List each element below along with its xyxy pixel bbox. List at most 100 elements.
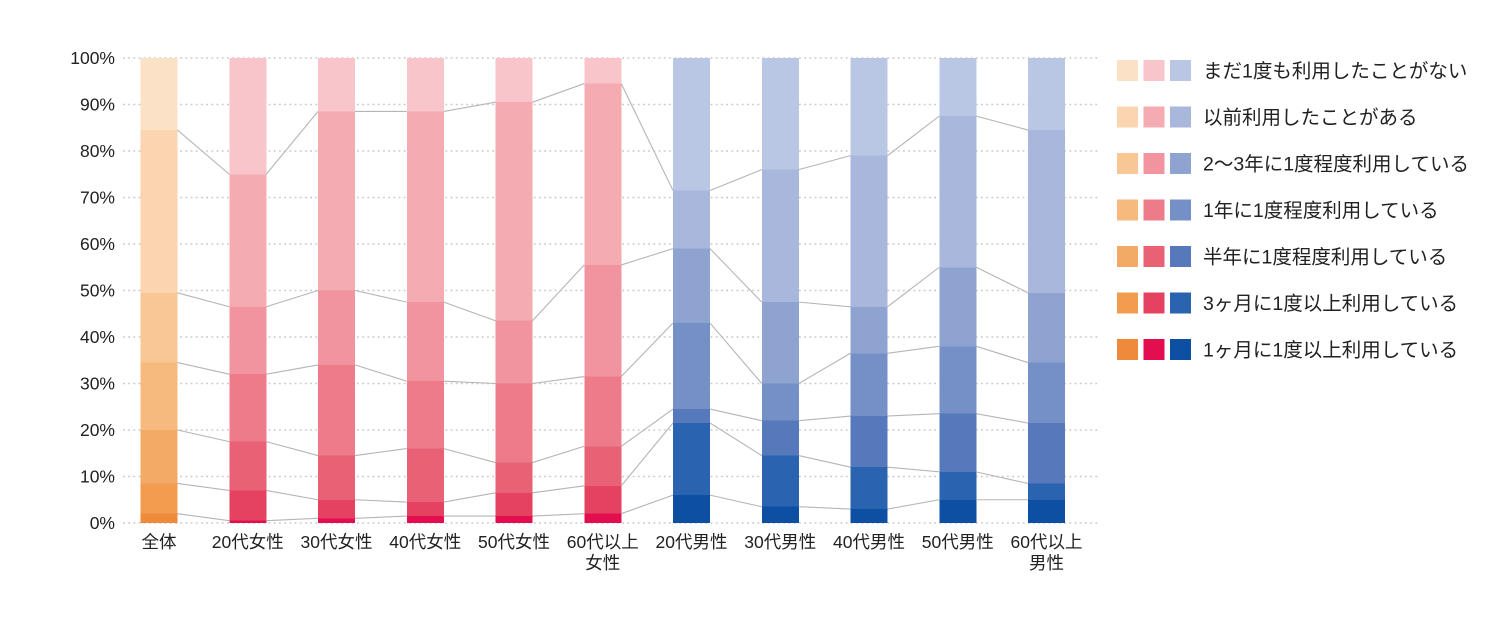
- bar-segment-40代男性-s0: [850, 58, 888, 156]
- bar-segment-20代男性-s2: [673, 248, 710, 324]
- connector-line: [621, 248, 674, 266]
- bar-segment-50代男性-s2: [939, 267, 977, 347]
- bar-segment-50代女性-s3: [495, 383, 533, 463]
- connector-line: [443, 448, 496, 464]
- bar-segment-50代男性-s5: [939, 471, 977, 500]
- bar-segment-60代以上男性-s0: [1028, 58, 1065, 131]
- legend-label: 半年に1度程度利用している: [1203, 247, 1447, 269]
- bar-segment-60代以上女性-s2: [584, 264, 622, 377]
- y-axis-tick-40%: 40%: [80, 327, 115, 347]
- connector-line: [887, 345, 940, 354]
- bar-segment-30代男性-s0: [761, 58, 799, 170]
- bar-segment-40代女性-s6: [406, 516, 444, 523]
- connector-line: [709, 169, 762, 192]
- bar-segment-30代女性-s2: [318, 290, 355, 365]
- y-axis-tick-20%: 20%: [80, 420, 115, 440]
- connector-line: [709, 248, 763, 303]
- bar-segment-20代男性-s3: [673, 323, 710, 410]
- y-axis-tick-50%: 50%: [80, 281, 115, 301]
- connector-line: [532, 83, 585, 103]
- bar-segment-30代女性-s3: [318, 364, 355, 456]
- connector-line: [887, 466, 940, 473]
- bar-segment-30代男性-s6: [761, 506, 799, 523]
- bar-segment-全体-s4: [140, 430, 178, 484]
- bar-segment-50代女性-s5: [495, 492, 533, 517]
- bar-segment-60代以上男性-s1: [1028, 130, 1065, 293]
- legend-item-1: 以前利用したことがある: [1117, 106, 1418, 129]
- bar-segment-50代男性-s4: [939, 413, 977, 472]
- bar-segment-40代女性-s4: [406, 448, 444, 503]
- connector-line: [354, 289, 407, 303]
- legend-label: 3ヶ月に1度以上利用している: [1203, 293, 1458, 315]
- connector-line: [266, 517, 319, 522]
- bar-segment-40代男性-s1: [850, 155, 888, 307]
- legend-item-3: 1年に1度程度利用している: [1117, 199, 1439, 222]
- legend-swatch-blue-icon: [1170, 246, 1191, 267]
- connector-line: [443, 301, 496, 322]
- x-axis-label-50代男性: 50代男性: [922, 532, 994, 552]
- y-axis-tick-60%: 60%: [80, 234, 115, 254]
- bar-segment-40代男性-s5: [850, 467, 888, 510]
- legend-swatch-pink-icon: [1143, 246, 1165, 267]
- bar-segment-60代以上女性-s0: [584, 58, 622, 84]
- bar-segment-60代以上男性-s4: [1028, 423, 1065, 484]
- legend-label: まだ1度も利用したことがない: [1203, 61, 1467, 83]
- bar-segment-60代以上男性-s6: [1028, 499, 1065, 523]
- legend-swatch-blue-icon: [1170, 339, 1191, 360]
- bar-segment-50代女性-s1: [495, 102, 533, 321]
- connector-line: [354, 364, 407, 382]
- connector-line: [532, 264, 585, 322]
- connector-line: [532, 513, 585, 517]
- bar-segment-20代男性-s1: [673, 190, 710, 249]
- y-axis-tick-70%: 70%: [80, 188, 115, 208]
- bar-segment-20代女性-s2: [229, 306, 267, 375]
- connector-line: [798, 455, 851, 468]
- connector-line: [976, 471, 1029, 485]
- connector-line: [532, 485, 585, 494]
- bar-segment-全体-s3: [140, 362, 178, 430]
- bar-segment-30代男性-s5: [761, 455, 799, 507]
- connector-line: [354, 515, 407, 519]
- legend-label: 1年に1度程度利用している: [1203, 200, 1439, 222]
- connector-line: [887, 413, 940, 417]
- connector-line: [177, 429, 230, 443]
- connector-line: [709, 422, 763, 457]
- bar-segment-40代女性-s2: [406, 302, 444, 382]
- connector-line: [709, 494, 762, 508]
- connector-line: [976, 266, 1029, 294]
- bar-segment-60代以上男性-s3: [1028, 362, 1065, 424]
- x-axis-label-60代以上女性: 60代以上女性: [567, 532, 639, 573]
- connector-line: [532, 375, 585, 385]
- bar-segment-20代男性-s5: [673, 423, 710, 496]
- connector-line: [709, 408, 762, 422]
- bar-segment-40代男性-s3: [850, 353, 888, 417]
- bar-segment-20代男性-s6: [673, 495, 710, 523]
- bar-segment-40代男性-s2: [850, 306, 888, 354]
- connector-line: [798, 506, 851, 510]
- bar-segment-20代女性-s0: [229, 58, 267, 175]
- bar-segment-20代女性-s6: [229, 520, 267, 523]
- legend-swatch-orange-icon: [1117, 153, 1138, 174]
- x-axis-label-20代男性: 20代男性: [656, 532, 728, 552]
- bar-segment-60代以上女性-s6: [584, 513, 622, 523]
- bar-segment-30代男性-s4: [761, 420, 799, 456]
- legend-swatch-orange-icon: [1117, 292, 1138, 314]
- x-axis-label-全体: 全体: [142, 532, 177, 552]
- legend-item-4: 半年に1度程度利用している: [1117, 246, 1447, 269]
- bar-segment-30代男性-s2: [761, 302, 799, 384]
- legend-item-2: 2〜3年に1度程度利用している: [1117, 153, 1469, 176]
- connector-line: [443, 492, 496, 503]
- legend-label: 2〜3年に1度程度利用している: [1203, 154, 1469, 176]
- bar-segment-20代女性-s3: [229, 374, 267, 442]
- bar-segment-30代女性-s4: [318, 455, 355, 500]
- bar-segment-50代男性-s6: [939, 499, 977, 523]
- bar-segment-40代男性-s4: [850, 416, 888, 468]
- bar-segment-30代男性-s3: [761, 383, 799, 421]
- bar-segment-20代男性-s0: [673, 58, 710, 191]
- legend-swatch-orange-icon: [1117, 199, 1138, 221]
- bar-segment-30代男性-s1: [761, 169, 799, 303]
- bar-segment-40代女性-s0: [406, 58, 444, 112]
- bar-segment-30代女性-s6: [318, 518, 355, 523]
- connector-line: [177, 292, 230, 308]
